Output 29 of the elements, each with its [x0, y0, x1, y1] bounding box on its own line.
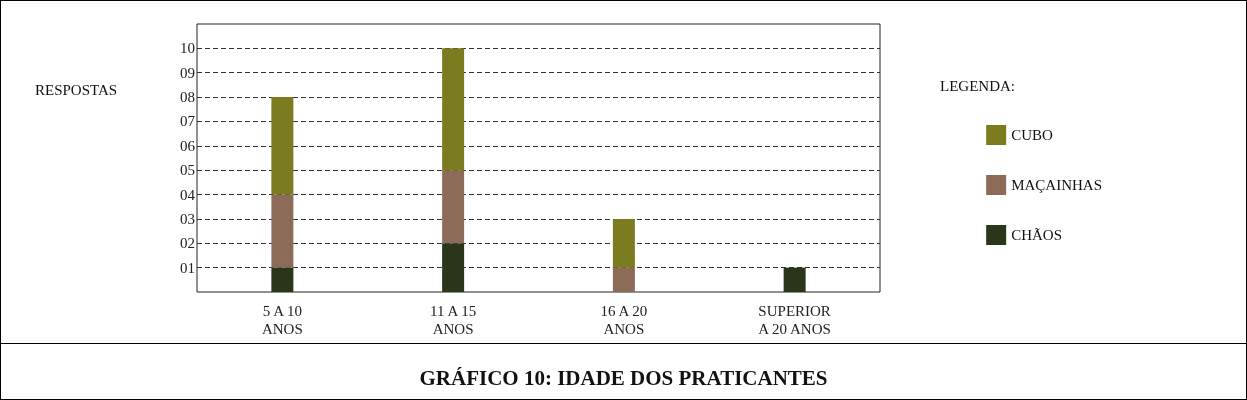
legend-label: MAÇAINHAS [1011, 177, 1102, 193]
x-tick-label: 11 A 15 ANOS [430, 303, 477, 337]
bar [271, 97, 294, 195]
bar [442, 48, 465, 171]
x-tick-label: 16 A 20 ANOS [600, 303, 648, 337]
y-tick-label: 07 [180, 113, 196, 130]
bar [271, 194, 294, 268]
legend-label: CHÃOS [1011, 227, 1063, 243]
y-axis-title: RESPOSTAS [35, 81, 118, 98]
bar [612, 218, 635, 268]
y-tick-label: 04 [180, 186, 196, 203]
legend-label: CUBO [1011, 127, 1053, 143]
y-tick-label: 06 [180, 137, 196, 154]
text: GRÁFICO 10: IDADE DOS PRATICANTES [419, 365, 828, 390]
bar [271, 267, 294, 292]
y-tick-label: 08 [180, 89, 195, 106]
legend-title: LEGENDA: [940, 77, 1015, 94]
y-tick-label: 02 [180, 235, 195, 252]
y-tick-label: 09 [180, 64, 195, 81]
y-tick-label: 01 [180, 259, 195, 276]
y-tick-label: 03 [180, 210, 195, 227]
bar [783, 267, 806, 292]
bar [612, 267, 635, 292]
bar [442, 243, 465, 292]
y-tick-label: 10 [180, 40, 195, 57]
x-tick-label: SUPERIOR A 20 ANOS [758, 303, 831, 337]
x-tick-label: 5 A 10 ANOS [261, 303, 303, 337]
bar [442, 170, 465, 244]
y-tick-label: 05 [180, 162, 195, 179]
